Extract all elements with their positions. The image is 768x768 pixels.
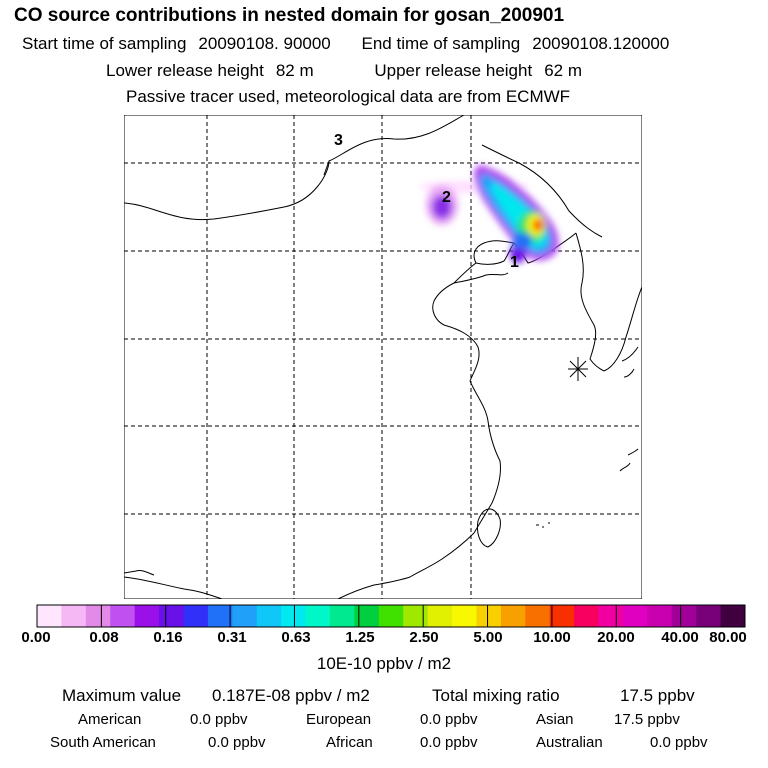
colorbar-tick: 0.00	[21, 629, 51, 646]
colorbar-swatch	[329, 605, 355, 627]
coastlines	[124, 115, 642, 599]
colorbar-swatch	[427, 605, 453, 627]
colorbar-swatch	[378, 605, 404, 627]
asian-value: 17.5 ppbv	[614, 711, 680, 728]
map-panel: 1 2 3	[124, 115, 642, 599]
colorbar-swatch	[134, 605, 160, 627]
colorbar-swatch	[647, 605, 673, 627]
american-value: 0.0 ppbv	[190, 711, 248, 728]
colorbar-swatch	[207, 605, 233, 627]
colorbar-tick: 0.16	[153, 629, 183, 646]
max-value-label: Maximum value	[62, 686, 182, 705]
end-time-value: 20090108.120000	[532, 34, 670, 53]
colorbar-tick: 80.00	[709, 629, 747, 646]
colorbar-tick: 10.00	[533, 629, 571, 646]
total-mixing-label: Total mixing ratio	[432, 686, 560, 705]
colorbar-swatch	[696, 605, 722, 627]
total-mixing-value: 17.5 ppbv	[620, 686, 695, 705]
australian-label: Australian	[536, 734, 603, 751]
lower-height-value: 82 m	[275, 61, 314, 80]
asterisk-icon	[568, 357, 588, 381]
colorbar-swatch	[476, 605, 502, 627]
source-label-1: 1	[510, 254, 519, 271]
map-frame	[124, 115, 642, 599]
colorbar	[36, 604, 746, 628]
colorbar-tick: 0.08	[89, 629, 119, 646]
contributions-row-2: South American 0.0 ppbv African 0.0 ppbv…	[0, 734, 768, 754]
lat-lon-grid	[124, 115, 642, 599]
colorbar-swatch	[183, 605, 209, 627]
sampling-times: Start time of sampling 20090108. 90000 En…	[22, 34, 681, 54]
european-label: European	[306, 711, 372, 728]
colorbar-tick: 20.00	[597, 629, 635, 646]
colorbar-swatch	[720, 605, 746, 627]
colorbar-tick: 2.50	[409, 629, 439, 646]
colorbar-swatch	[37, 605, 62, 627]
start-time-label: Start time of sampling	[22, 34, 187, 53]
colorbar-tick: 40.00	[661, 629, 699, 646]
colorbar-tick: 0.31	[217, 629, 247, 646]
colorbar-swatch	[403, 605, 429, 627]
colorbar-swatch	[500, 605, 526, 627]
american-label: American	[78, 711, 142, 728]
plot-title: CO source contributions in nested domain…	[14, 5, 565, 26]
colorbar-tick: 0.63	[281, 629, 311, 646]
colorbar-swatch	[232, 605, 258, 627]
colorbar-swatch	[549, 605, 575, 627]
upper-height-label: Upper release height	[374, 61, 533, 80]
colorbar-swatch	[525, 605, 551, 627]
colorbar-swatch	[452, 605, 477, 627]
colorbar-frame	[36, 604, 746, 628]
south-american-label: South American	[50, 734, 156, 751]
colorbar-swatch	[256, 605, 282, 627]
colorbar-swatch	[85, 605, 111, 627]
colorbar-swatch	[61, 605, 87, 627]
colorbar-tick: 5.00	[473, 629, 503, 646]
colorbar-swatch	[159, 605, 184, 627]
upper-height-value: 62 m	[544, 61, 582, 80]
contributions-row-1: American 0.0 ppbv European 0.0 ppbv Asia…	[0, 711, 768, 731]
asian-label: Asian	[536, 711, 574, 728]
colorbar-swatch	[354, 605, 380, 627]
south-american-value: 0.0 ppbv	[208, 734, 266, 751]
colorbar-swatch	[305, 605, 331, 627]
end-time-label: End time of sampling	[361, 34, 521, 53]
source-label-3: 3	[334, 132, 343, 149]
colorbar-tick: 1.25	[345, 629, 375, 646]
colorbar-unit: 10E-10 ppbv / m2	[316, 654, 452, 673]
colorbar-swatch	[622, 605, 648, 627]
african-label: African	[326, 734, 373, 751]
start-time-value: 20090108. 90000	[198, 34, 331, 53]
max-value: 0.187E-08 ppbv / m2	[212, 686, 370, 705]
colorbar-swatch	[598, 605, 624, 627]
colorbar-swatch	[281, 605, 307, 627]
source-label-2: 2	[442, 189, 451, 206]
australian-value: 0.0 ppbv	[650, 734, 708, 751]
african-value: 0.0 ppbv	[420, 734, 478, 751]
colorbar-swatch	[671, 605, 697, 627]
release-heights: Lower release height 82 m Upper release h…	[106, 61, 594, 81]
colorbar-swatch	[574, 605, 600, 627]
european-value: 0.0 ppbv	[420, 711, 478, 728]
tracer-note: Passive tracer used, meteorological data…	[126, 87, 571, 106]
colorbar-swatch	[110, 605, 136, 627]
co-plume	[419, 165, 559, 263]
lower-height-label: Lower release height	[106, 61, 264, 80]
